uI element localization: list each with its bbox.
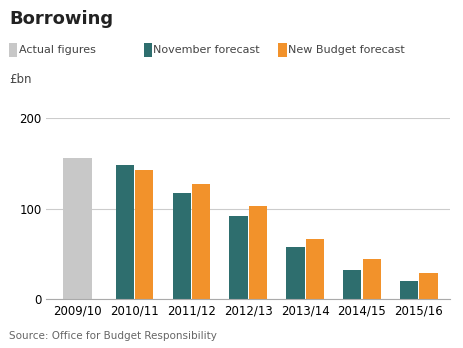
Bar [63, 158, 92, 299]
Text: Source: Office for Budget Responsibility: Source: Office for Budget Responsibility [9, 331, 217, 341]
Text: £bn: £bn [9, 73, 31, 86]
Bar [343, 270, 361, 299]
Bar [229, 216, 247, 299]
Bar [305, 239, 323, 299]
Bar [286, 247, 304, 299]
Bar [419, 273, 437, 299]
Text: November forecast: November forecast [153, 45, 259, 55]
Text: Borrowing: Borrowing [9, 10, 113, 29]
Bar [172, 192, 190, 299]
Bar [248, 206, 266, 299]
Bar [192, 184, 210, 299]
Bar [135, 170, 153, 299]
Bar [399, 281, 417, 299]
Text: New Budget forecast: New Budget forecast [287, 45, 404, 55]
Bar [115, 165, 134, 299]
Bar [362, 259, 380, 299]
Text: Actual figures: Actual figures [19, 45, 95, 55]
